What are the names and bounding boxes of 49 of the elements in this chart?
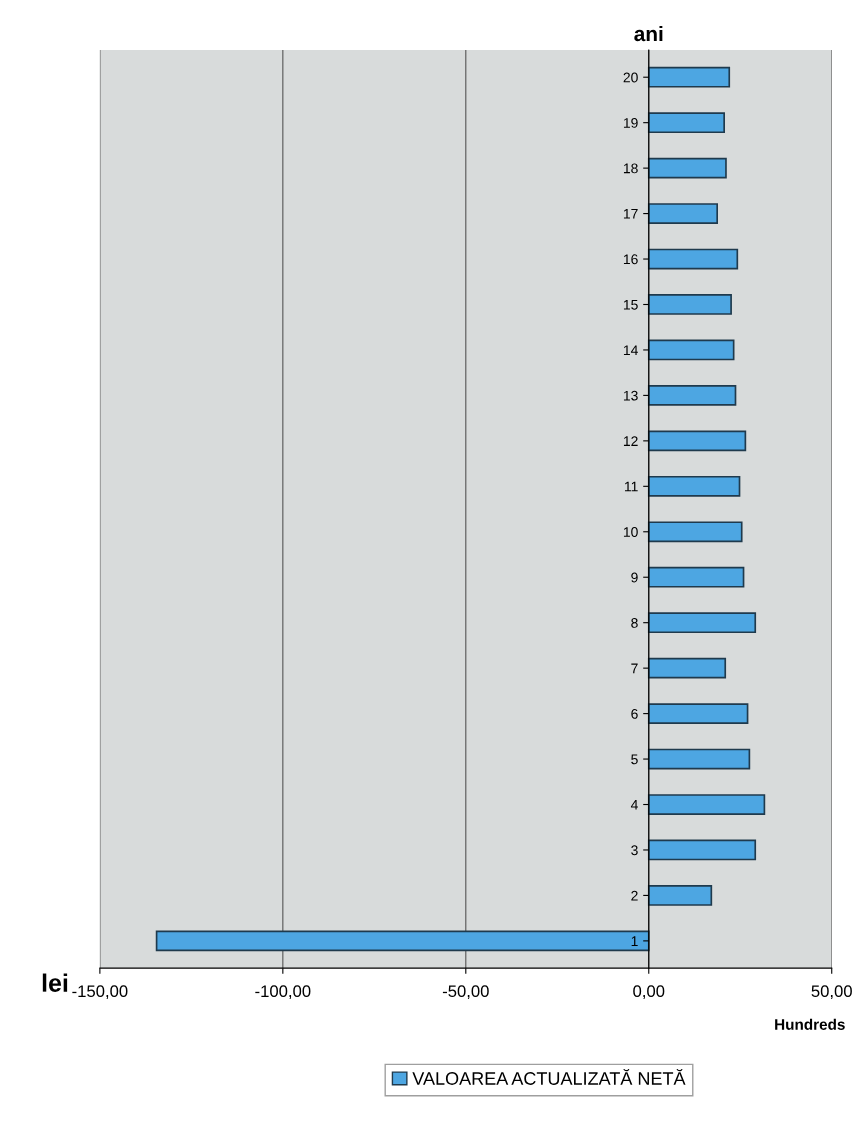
bar bbox=[647, 839, 757, 861]
bar bbox=[647, 248, 739, 270]
x-tick-label: -150,00 bbox=[72, 985, 128, 1000]
y-tick-label: 4 bbox=[630, 799, 638, 810]
y-tick-label: 16 bbox=[623, 254, 638, 265]
bar bbox=[647, 475, 741, 497]
x-axis-title: Hundreds bbox=[775, 1018, 845, 1030]
bar bbox=[647, 294, 732, 315]
x-tick-label: 50,00 bbox=[811, 985, 852, 1000]
bar bbox=[647, 430, 747, 452]
bar bbox=[647, 794, 766, 815]
bar bbox=[647, 203, 719, 224]
y-tick-label: 18 bbox=[623, 163, 638, 174]
y-tick-label: 6 bbox=[631, 708, 638, 719]
x-tick-label: -100,00 bbox=[255, 985, 311, 1000]
y-tick-label: 8 bbox=[631, 618, 638, 628]
bar bbox=[647, 521, 743, 543]
x-tick-label: -50,00 bbox=[442, 985, 489, 1000]
bar bbox=[647, 703, 749, 724]
y-tick-label: 11 bbox=[624, 481, 638, 492]
bar bbox=[647, 748, 751, 770]
y-tick-label: 19 bbox=[623, 118, 638, 128]
x-tick-label: 0,00 bbox=[633, 985, 665, 1000]
bar bbox=[647, 339, 735, 361]
text: lei bbox=[42, 973, 68, 992]
y-tick-label: 9 bbox=[631, 572, 638, 583]
bar bbox=[647, 66, 731, 88]
y-tick-label: 15 bbox=[623, 299, 638, 310]
bar bbox=[647, 385, 737, 406]
bar bbox=[155, 930, 650, 952]
y-tick-label: 13 bbox=[623, 390, 638, 401]
y-tick-label: 3 bbox=[631, 845, 638, 856]
bar bbox=[647, 112, 725, 134]
bar bbox=[647, 885, 713, 906]
y-tick-label: 12 bbox=[623, 436, 638, 446]
bar bbox=[647, 657, 727, 679]
bar bbox=[647, 157, 727, 179]
y-tick-label: 5 bbox=[631, 754, 638, 765]
y-tick-label: 7 bbox=[631, 663, 638, 674]
y-tick-label: 1 bbox=[631, 936, 638, 946]
y-tick-label: 10 bbox=[623, 527, 638, 537]
bar bbox=[647, 566, 745, 588]
y-tick-label: 20 bbox=[623, 72, 638, 83]
y-axis-title: ani bbox=[634, 25, 663, 42]
y-tick-label: 14 bbox=[623, 345, 638, 355]
y-tick-label: 2 bbox=[631, 890, 638, 901]
legend-label: VALOAREA ACTUALIZATĂ NETĂ bbox=[412, 1069, 686, 1085]
y-tick-label: 17 bbox=[623, 209, 638, 219]
bar bbox=[647, 612, 757, 634]
